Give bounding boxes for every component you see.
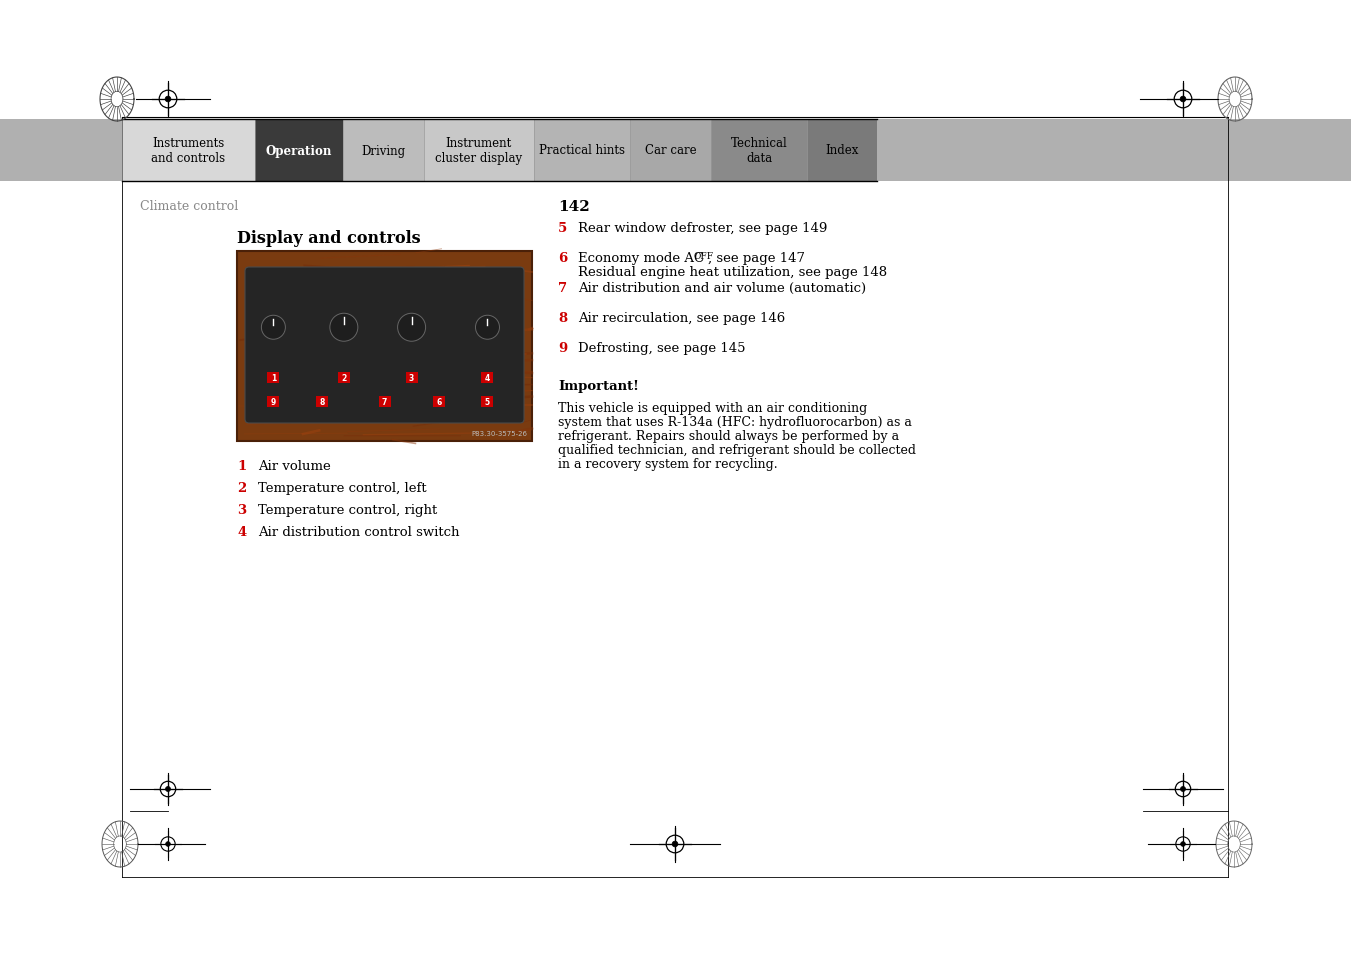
Text: 7: 7 xyxy=(558,282,567,294)
Circle shape xyxy=(397,314,426,342)
Text: 4: 4 xyxy=(236,525,246,538)
Text: system that uses R-134a (HFC: hydrofluorocarbon) as a: system that uses R-134a (HFC: hydrofluor… xyxy=(558,416,912,429)
Circle shape xyxy=(161,781,176,797)
Text: in a recovery system for recycling.: in a recovery system for recycling. xyxy=(558,457,778,471)
Circle shape xyxy=(666,836,684,853)
Bar xyxy=(343,120,424,182)
Text: Air recirculation, see page 146: Air recirculation, see page 146 xyxy=(578,312,785,325)
Text: Car care: Car care xyxy=(644,144,697,157)
Bar xyxy=(631,120,711,182)
Circle shape xyxy=(166,841,170,846)
Text: 8: 8 xyxy=(558,312,567,325)
Bar xyxy=(122,120,255,182)
Text: P83.30-3575-26: P83.30-3575-26 xyxy=(471,431,527,436)
Bar xyxy=(378,396,390,407)
Text: 2: 2 xyxy=(236,481,246,495)
Text: 9: 9 xyxy=(558,341,567,355)
Circle shape xyxy=(159,91,177,109)
Circle shape xyxy=(671,841,678,847)
Bar xyxy=(405,373,417,384)
Text: Residual engine heat utilization, see page 148: Residual engine heat utilization, see pa… xyxy=(578,266,888,278)
Bar xyxy=(255,120,343,182)
Bar xyxy=(534,120,631,182)
Text: Rear window defroster, see page 149: Rear window defroster, see page 149 xyxy=(578,222,827,234)
Circle shape xyxy=(1174,91,1192,109)
Circle shape xyxy=(165,97,170,103)
Circle shape xyxy=(161,837,176,851)
Text: Index: Index xyxy=(825,144,859,157)
Text: Temperature control, right: Temperature control, right xyxy=(258,503,438,517)
Text: OFF: OFF xyxy=(693,252,713,261)
Circle shape xyxy=(476,315,500,340)
Bar xyxy=(807,120,877,182)
Text: refrigerant. Repairs should always be performed by a: refrigerant. Repairs should always be pe… xyxy=(558,430,900,442)
Text: Technical
data: Technical data xyxy=(731,137,788,165)
Bar xyxy=(481,373,493,384)
Text: 6: 6 xyxy=(558,252,567,265)
Circle shape xyxy=(1181,97,1186,103)
Text: Air volume: Air volume xyxy=(258,459,331,473)
Circle shape xyxy=(165,786,170,792)
FancyBboxPatch shape xyxy=(245,268,524,423)
Text: qualified technician, and refrigerant should be collected: qualified technician, and refrigerant sh… xyxy=(558,443,916,456)
Text: Driving: Driving xyxy=(361,144,405,157)
Text: Defrosting, see page 145: Defrosting, see page 145 xyxy=(578,341,746,355)
Text: Practical hints: Practical hints xyxy=(539,144,626,157)
Bar xyxy=(432,396,444,407)
Text: 142: 142 xyxy=(558,200,590,213)
Text: 1: 1 xyxy=(236,459,246,473)
Bar xyxy=(267,373,280,384)
Text: 4: 4 xyxy=(485,374,490,383)
Bar xyxy=(236,252,532,441)
Circle shape xyxy=(1181,786,1186,792)
Text: 7: 7 xyxy=(382,397,388,406)
Text: Air distribution and air volume (automatic): Air distribution and air volume (automat… xyxy=(578,282,866,294)
Text: Important!: Important! xyxy=(558,379,639,393)
Bar xyxy=(481,396,493,407)
Circle shape xyxy=(330,314,358,342)
Circle shape xyxy=(261,315,285,340)
Bar xyxy=(338,373,350,384)
Text: Instruments
and controls: Instruments and controls xyxy=(151,137,226,165)
Text: Air distribution control switch: Air distribution control switch xyxy=(258,525,459,538)
Text: Climate control: Climate control xyxy=(141,200,238,213)
Text: 6: 6 xyxy=(436,397,442,406)
Text: 8: 8 xyxy=(319,397,324,406)
Text: Economy mode AC: Economy mode AC xyxy=(578,252,704,265)
Text: 5: 5 xyxy=(558,222,567,234)
Text: 3: 3 xyxy=(409,374,415,383)
Circle shape xyxy=(1175,837,1190,851)
Text: Instrument
cluster display: Instrument cluster display xyxy=(435,137,523,165)
Text: Display and controls: Display and controls xyxy=(236,230,420,247)
Bar xyxy=(267,396,280,407)
Text: 1: 1 xyxy=(270,374,276,383)
Text: 2: 2 xyxy=(342,374,346,383)
Bar xyxy=(0,120,1351,182)
Text: 5: 5 xyxy=(485,397,490,406)
Text: Operation: Operation xyxy=(266,144,332,157)
Text: Temperature control, left: Temperature control, left xyxy=(258,481,427,495)
Circle shape xyxy=(1175,781,1190,797)
Bar xyxy=(711,120,807,182)
Bar xyxy=(424,120,534,182)
Text: 9: 9 xyxy=(270,397,276,406)
Text: , see page 147: , see page 147 xyxy=(708,252,805,265)
Circle shape xyxy=(1181,841,1185,846)
Text: This vehicle is equipped with an air conditioning: This vehicle is equipped with an air con… xyxy=(558,401,867,415)
Bar xyxy=(316,396,328,407)
Text: 3: 3 xyxy=(236,503,246,517)
